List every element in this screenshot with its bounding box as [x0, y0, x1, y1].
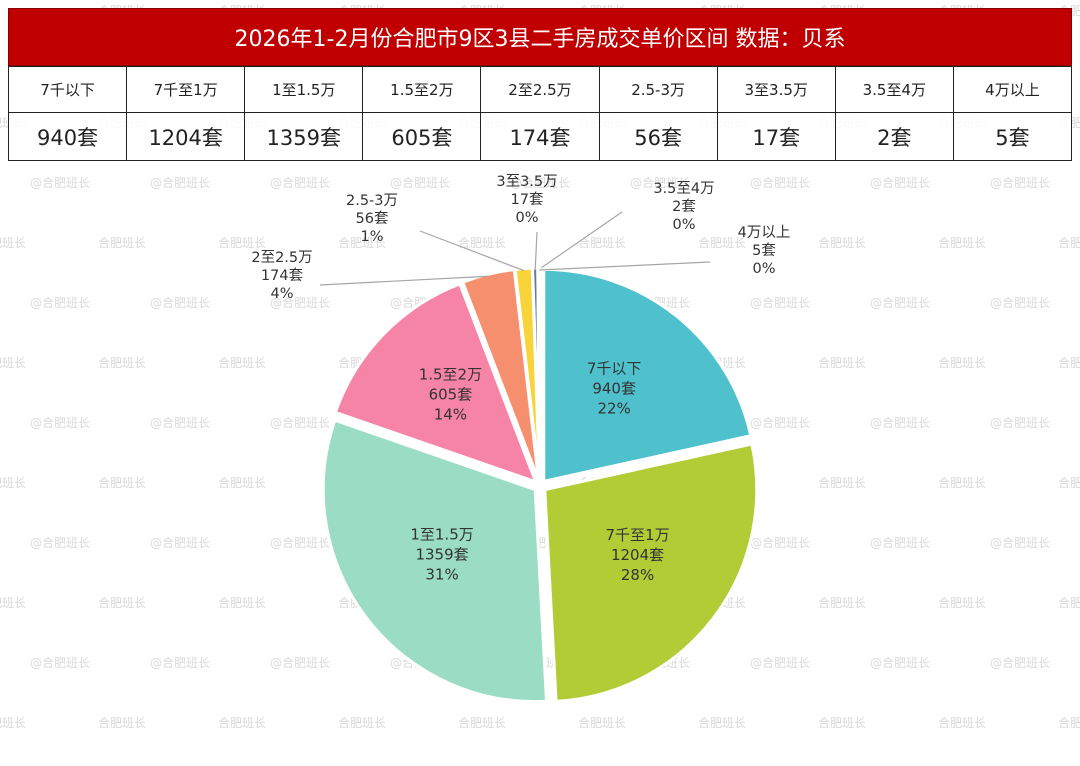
summary-header-cell: 3至3.5万 — [716, 66, 836, 113]
summary-header-cell: 1.5至2万 — [362, 66, 482, 113]
summary-value-cell: 5套 — [952, 112, 1073, 161]
pie-slice — [543, 442, 759, 703]
pie-data-label: 4万以上 5套 0% — [738, 224, 791, 277]
pie-chart: 7千以下 940套 22% 7千至1万 1204套 28% 1至1.5万 1359套 31% 1.… — [251, 174, 791, 704]
summary-value-cell: 174套 — [480, 112, 600, 161]
summary-header-cell: 4万以上 — [952, 66, 1073, 113]
pie-slice — [333, 281, 539, 485]
pie-leader-line — [537, 211, 623, 271]
pie-leader-line — [419, 230, 525, 272]
pie-slice — [321, 418, 549, 704]
pie-data-label: 2至2.5万 174套 4% — [251, 250, 312, 302]
pie-slice — [536, 266, 542, 481]
chart-title-bar: 2026年1-2月份合肥市9区3县二手房成交单价区间 数据：贝系 — [8, 8, 1072, 66]
pie-data-label: 3.5至4万 2套 0% — [653, 181, 714, 233]
summary-value-cell: 17套 — [716, 112, 836, 161]
chart-title: 2026年1-2月份合肥市9区3县二手房成交单价区间 数据：贝系 — [234, 27, 846, 52]
summary-value-cell: 1204套 — [126, 112, 246, 161]
pie-data-label: 1至1.5万 1359套 31% — [410, 526, 473, 584]
pie-data-label: 1.5至2万 605套 14% — [419, 365, 482, 423]
pie-leader-line — [534, 231, 538, 271]
summary-table: 7千以下 7千至1万 1至1.5万 1.5至2万 2至2.5万 2.5-3万 3… — [7, 66, 1073, 161]
summary-header-cell: 7千至1万 — [126, 66, 246, 113]
pie-leader-line — [539, 261, 711, 271]
summary-value-cell: 1359套 — [244, 112, 364, 161]
summary-header-cell: 2至2.5万 — [480, 66, 600, 113]
summary-value-cell: 605套 — [362, 112, 482, 161]
summary-table-value-row: 940套 1204套 1359套 605套 174套 56套 17套 2套 5套 — [7, 112, 1073, 161]
summary-table-header-row: 7千以下 7千至1万 1至1.5万 1.5至2万 2至2.5万 2.5-3万 3… — [7, 66, 1073, 113]
pie-leader-line — [319, 275, 489, 286]
summary-header-cell: 7千以下 — [7, 66, 128, 113]
pie-data-label: 7千以下 940套 22% — [587, 360, 642, 418]
summary-value-cell: 940套 — [7, 112, 128, 161]
pie-data-label: 2.5-3万 56套 1% — [346, 193, 398, 245]
summary-value-cell: 2套 — [834, 112, 954, 161]
pie-data-label: 3至3.5万 17套 0% — [496, 174, 557, 226]
summary-header-cell: 1至1.5万 — [244, 66, 364, 113]
summary-header-cell: 3.5至4万 — [834, 66, 954, 113]
pie-data-label: 7千至1万 1204套 28% — [606, 526, 670, 584]
summary-value-cell: 56套 — [598, 112, 718, 161]
pie-slice — [542, 267, 753, 484]
summary-header-cell: 2.5-3万 — [598, 66, 718, 113]
